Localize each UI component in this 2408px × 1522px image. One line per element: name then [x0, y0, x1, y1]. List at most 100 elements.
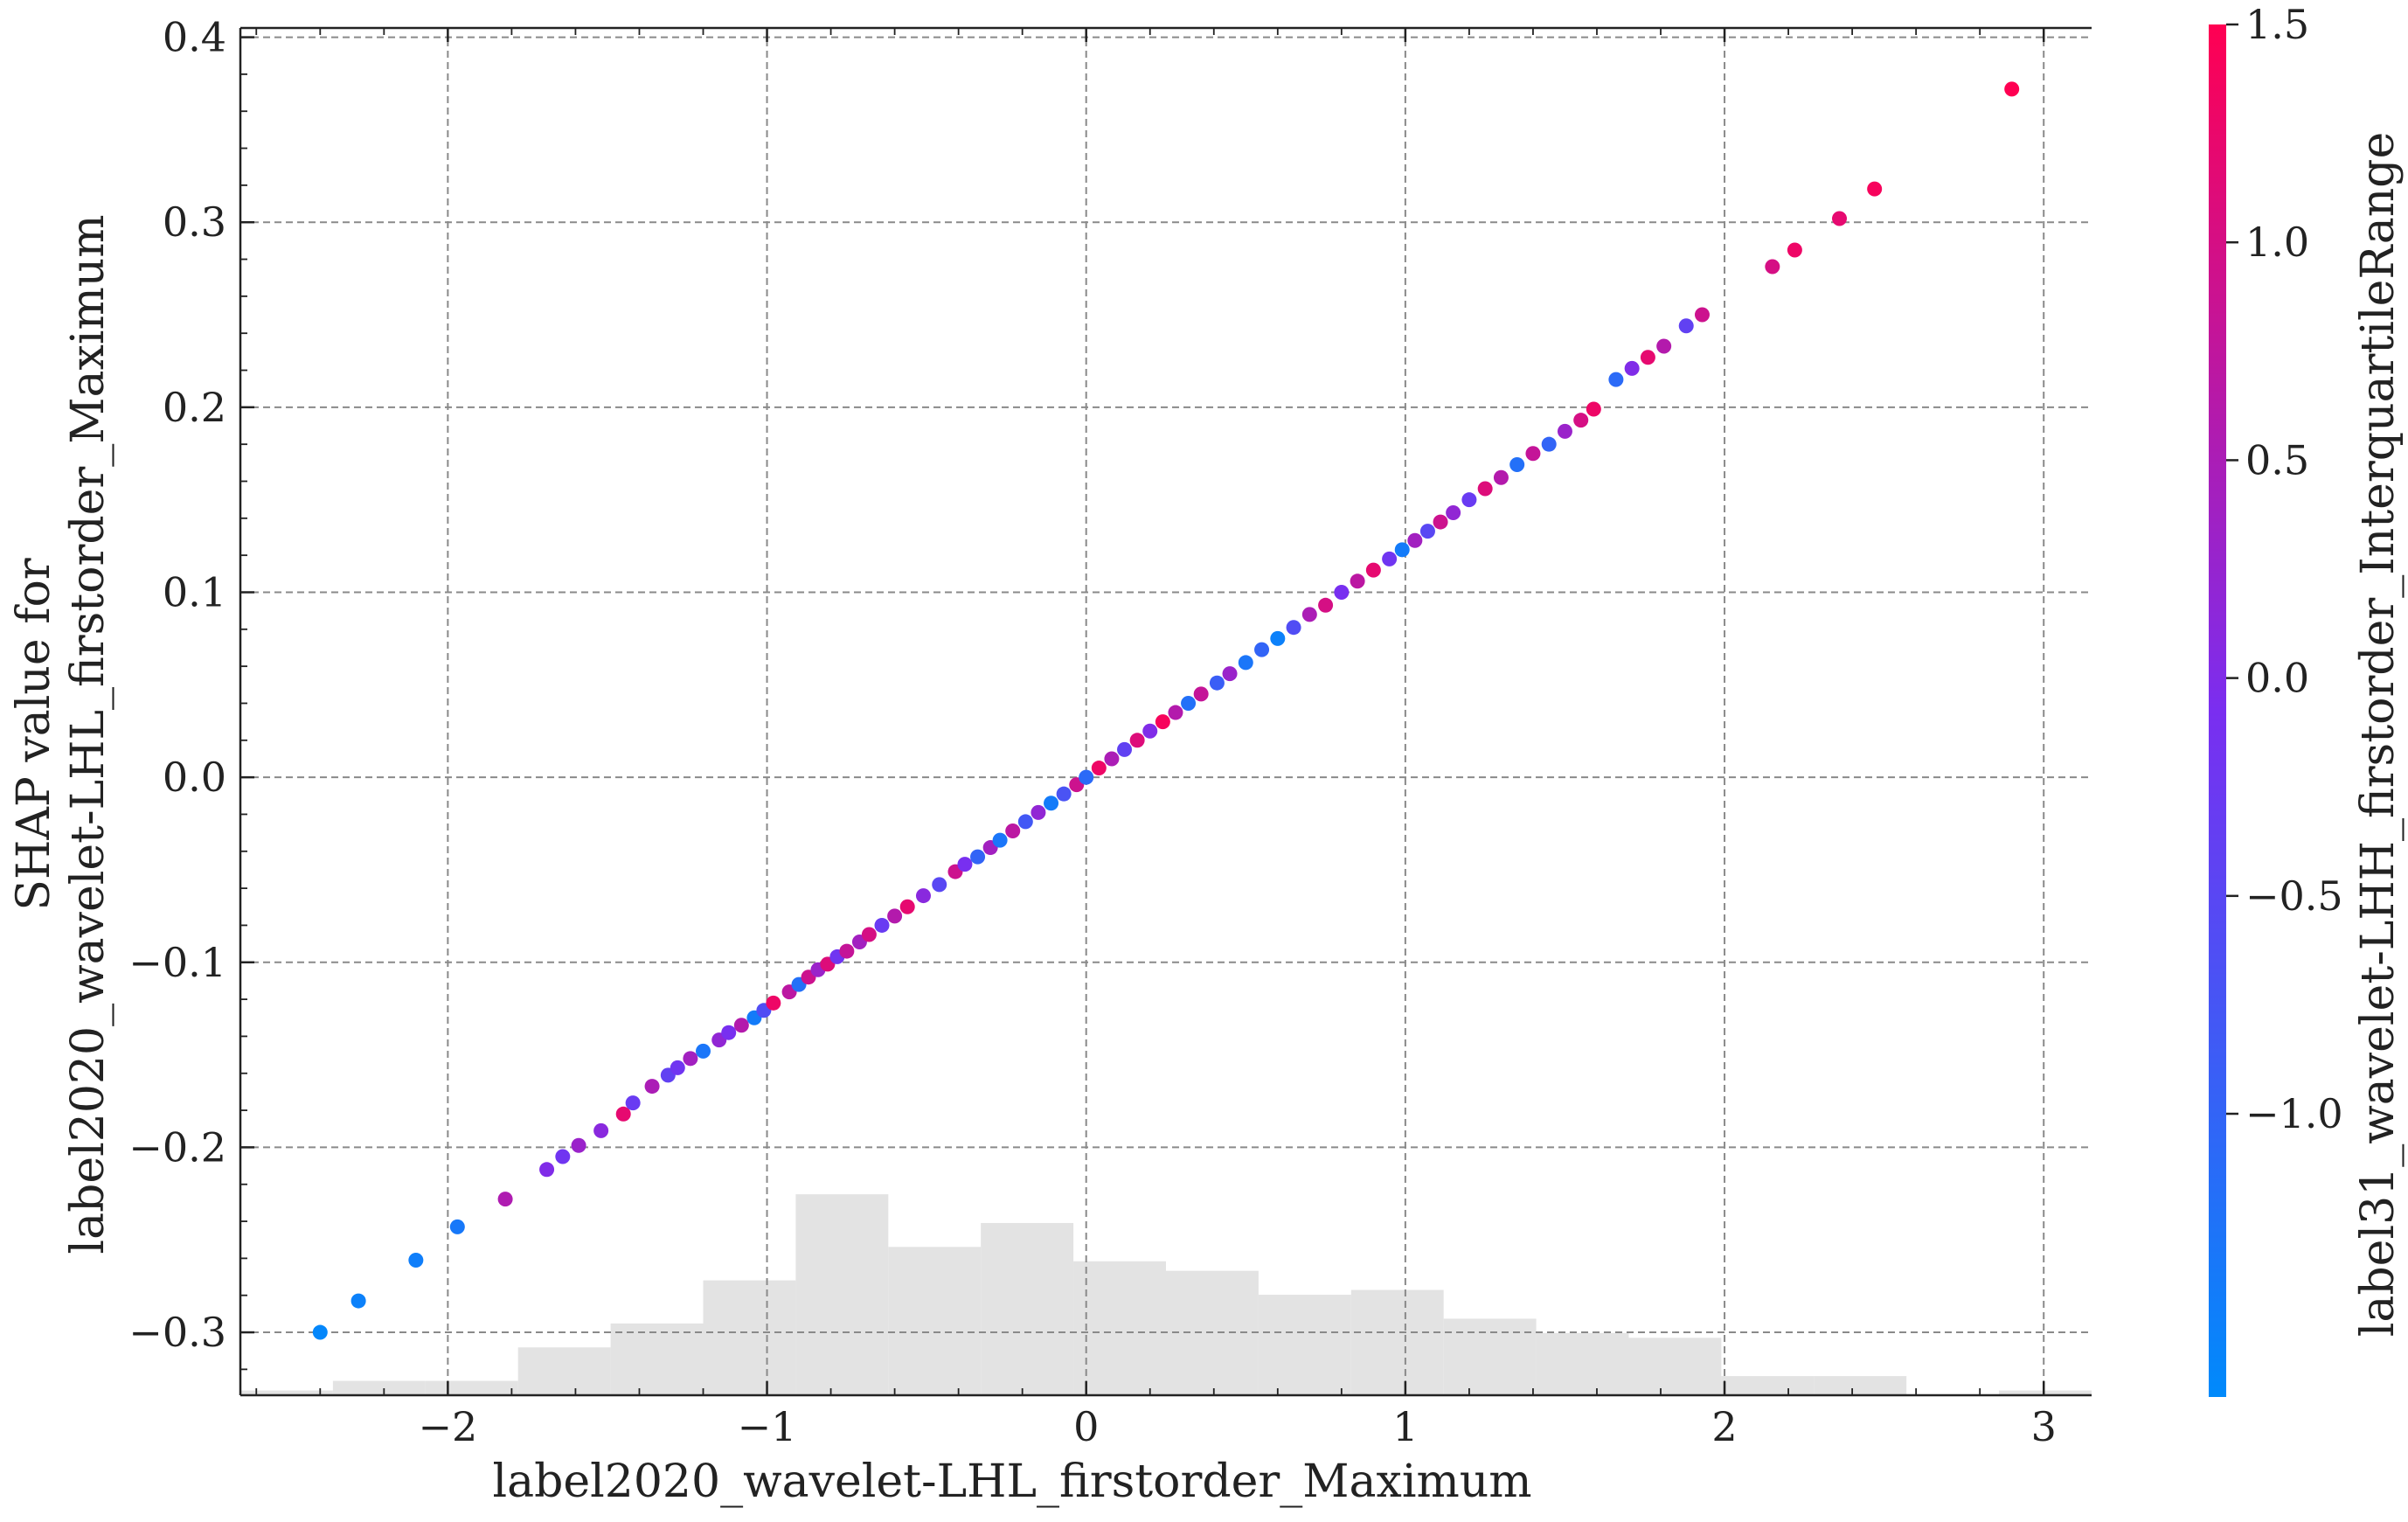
y-axis-title: SHAP value for label2020_wavelet-LHL_fir… — [8, 214, 115, 1254]
data-point — [593, 1122, 609, 1138]
histogram-bar — [1536, 1332, 1629, 1395]
data-point — [555, 1149, 571, 1164]
data-point — [408, 1253, 424, 1268]
histogram-bar — [425, 1380, 518, 1395]
data-point — [670, 1060, 685, 1075]
data-point — [1181, 695, 1197, 711]
histogram-bar — [1999, 1390, 2092, 1395]
data-point — [1168, 705, 1183, 720]
data-point — [1005, 824, 1021, 839]
x-tick-label: 2 — [1711, 1403, 1737, 1450]
data-point — [1193, 686, 1209, 702]
data-point — [1493, 469, 1509, 485]
colorbar-tick-label: 0.5 — [2245, 436, 2309, 483]
histogram-bar — [888, 1247, 982, 1395]
data-point — [992, 832, 1008, 848]
data-point — [1573, 413, 1589, 428]
histogram-bar — [795, 1194, 889, 1395]
data-point — [1056, 786, 1072, 802]
y-tick-label: 0.1 — [163, 568, 226, 615]
y-tick-label: −0.2 — [128, 1123, 226, 1171]
data-point — [449, 1219, 465, 1234]
x-tick-label: −1 — [738, 1403, 797, 1450]
data-point — [312, 1324, 328, 1340]
data-point — [1407, 532, 1423, 548]
colorbar-tick-label: −1.0 — [2245, 1090, 2343, 1137]
x-tick-label: 3 — [2031, 1403, 2057, 1450]
histogram-bar — [1814, 1376, 1907, 1395]
data-point — [839, 943, 855, 959]
data-point — [571, 1137, 586, 1153]
y-axis-title-line-2: label2020_wavelet-LHL_firstorder_Maximum — [62, 214, 115, 1254]
data-point — [861, 927, 877, 942]
data-point — [1624, 360, 1640, 376]
data-point — [1301, 607, 1317, 622]
data-point — [1509, 456, 1525, 472]
y-axis-title-line-1: SHAP value for — [8, 558, 60, 910]
histogram-bar — [240, 1390, 333, 1395]
data-point — [497, 1192, 513, 1207]
data-point — [1394, 542, 1410, 558]
data-point — [1694, 307, 1710, 323]
data-point — [1787, 242, 1802, 258]
data-point — [1079, 769, 1094, 785]
data-point — [1477, 481, 1493, 497]
histogram-bar — [1350, 1289, 1444, 1395]
histogram-bar — [610, 1323, 704, 1395]
y-tick-label: −0.3 — [128, 1309, 226, 1356]
data-point — [1608, 372, 1624, 387]
histogram-bar — [332, 1380, 426, 1395]
data-point — [1832, 211, 1848, 226]
x-tick-label: −2 — [418, 1403, 477, 1450]
data-point — [1586, 401, 1601, 417]
data-point — [915, 888, 931, 904]
data-point — [733, 1018, 749, 1033]
data-point — [1433, 514, 1448, 530]
data-point — [1656, 338, 1672, 354]
data-point — [1222, 666, 1238, 682]
data-point — [1365, 562, 1381, 578]
histogram-bar — [1628, 1338, 1722, 1395]
data-point — [1334, 584, 1350, 600]
data-point — [1765, 259, 1780, 275]
data-point — [970, 849, 986, 865]
data-point — [1104, 751, 1120, 767]
data-point — [1117, 741, 1133, 757]
colorbar-title: label31_wavelet-LHH_firstorder_Interquar… — [2352, 132, 2405, 1337]
histogram-bar — [703, 1280, 796, 1395]
histogram-bar — [1073, 1261, 1166, 1395]
data-point — [615, 1106, 631, 1122]
data-point — [539, 1162, 555, 1178]
colorbar-tick-label: 1.5 — [2245, 1, 2309, 48]
data-point — [1318, 597, 1334, 613]
data-point — [1678, 318, 1694, 334]
data-point — [887, 908, 903, 924]
colorbar-bar — [2209, 24, 2226, 1397]
data-point — [1129, 733, 1145, 748]
data-point — [1044, 796, 1059, 811]
data-point — [957, 857, 973, 872]
colorbar-tick-label: 0.0 — [2245, 655, 2309, 702]
y-tick-label: 0.3 — [163, 198, 226, 246]
histogram-bar — [1721, 1376, 1815, 1395]
x-axis-title: label2020_wavelet-LHL_firstorder_Maximum — [492, 1456, 1531, 1508]
histogram-bar — [981, 1222, 1074, 1395]
data-point — [1254, 642, 1270, 657]
data-point — [1017, 814, 1033, 830]
data-point — [625, 1095, 641, 1111]
data-point — [874, 917, 890, 933]
x-tick-label: 0 — [1073, 1403, 1099, 1450]
data-point — [1525, 446, 1541, 462]
data-point — [932, 877, 947, 893]
data-point — [683, 1051, 698, 1067]
axes: −2 −1 0 1 2 3 −0.3 −0.2 −0.1 0.0 0.1 0.2 0.3 0.4 — [128, 14, 2092, 1450]
y-tick-label: 0.4 — [163, 14, 226, 61]
data-point — [721, 1025, 737, 1040]
data-point — [1270, 630, 1286, 646]
data-point — [1238, 655, 1253, 671]
data-point — [899, 899, 915, 914]
data-point — [1091, 761, 1107, 776]
data-point — [696, 1043, 711, 1059]
data-point — [1640, 350, 1655, 365]
